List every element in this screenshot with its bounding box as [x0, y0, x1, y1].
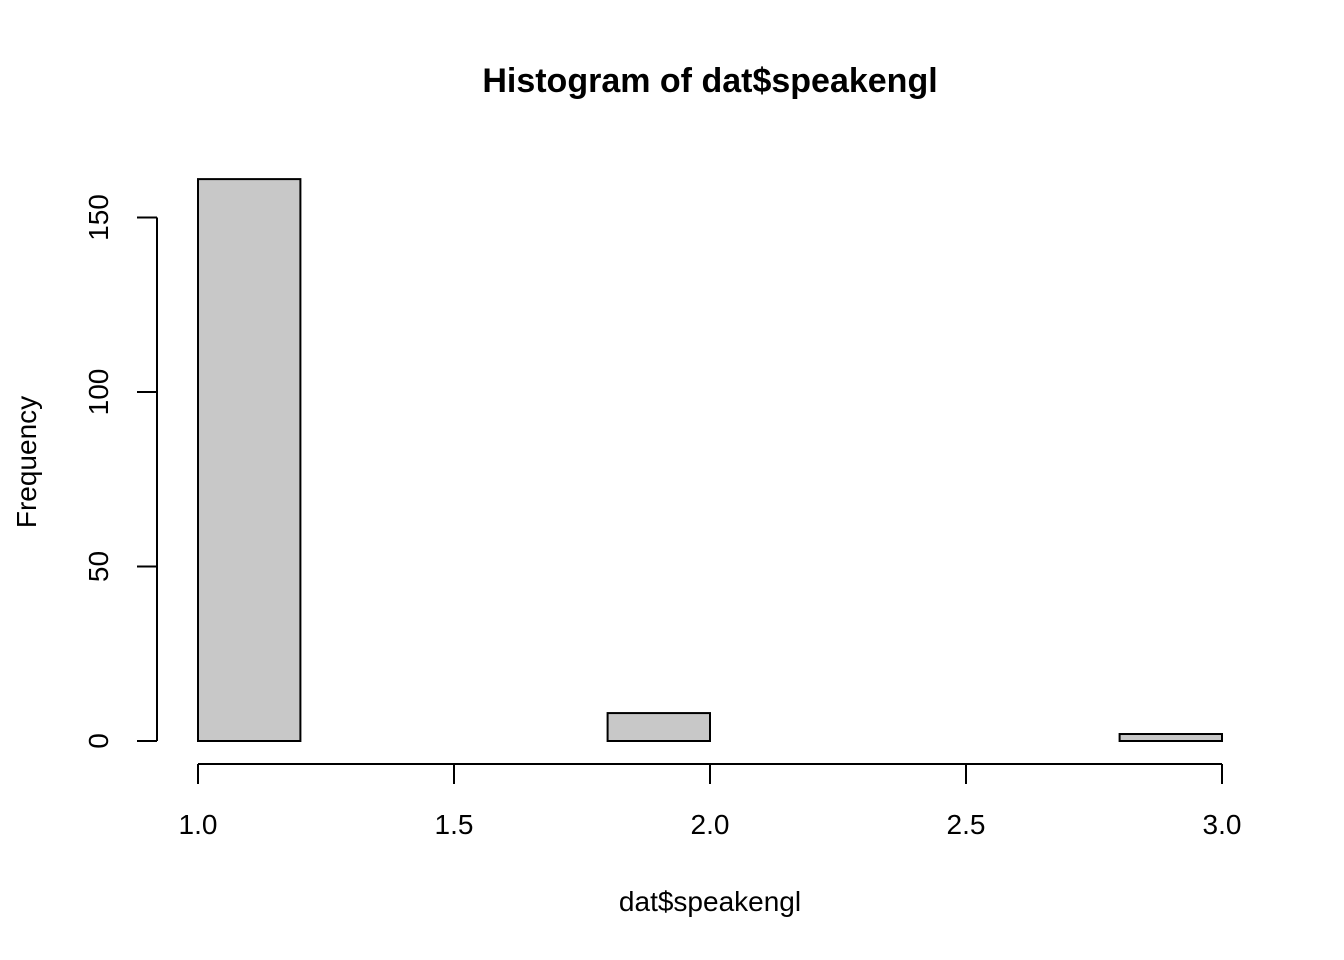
histogram-bar-1: [197, 178, 302, 743]
x-tick-label-1: 1.0: [179, 809, 218, 840]
x-tick-label-5: 3.0: [1203, 809, 1242, 840]
x-tick-label-3: 2.0: [691, 809, 730, 840]
x-axis: 1.0 1.5 2.0 2.5 3.0: [179, 763, 1242, 840]
y-axis-label: Frequency: [11, 396, 42, 528]
y-axis: 0 50 100 150: [83, 194, 158, 749]
y-tick-label-1: 0: [83, 733, 114, 749]
histogram-bar-5: [606, 712, 711, 743]
x-axis-label: dat$speakengl: [619, 886, 801, 917]
y-tick-label-3: 100: [83, 369, 114, 416]
x-tick-label-4: 2.5: [947, 809, 986, 840]
x-tick-label-2: 1.5: [435, 809, 474, 840]
bars-group: [197, 178, 1223, 743]
y-tick-label-2: 50: [83, 551, 114, 582]
histogram-bar-10: [1118, 733, 1223, 743]
y-tick-label-4: 150: [83, 194, 114, 241]
chart-title: Histogram of dat$speakengl: [482, 62, 937, 100]
